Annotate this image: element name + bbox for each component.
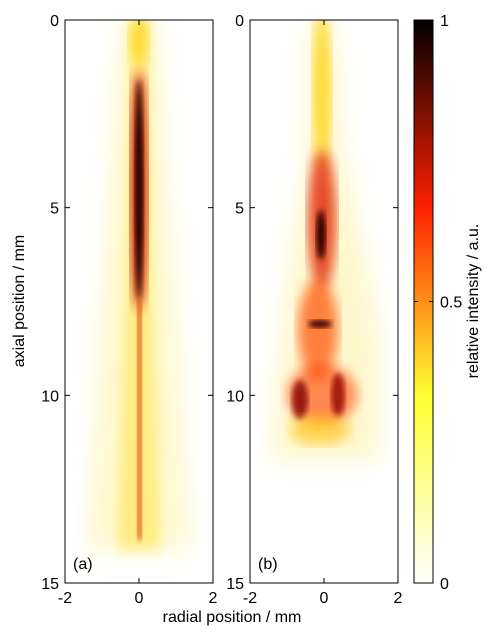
colorbar-tick-label: 0 <box>440 576 449 593</box>
y-tick-label: 0 <box>235 13 244 30</box>
heatmap-image <box>88 20 190 550</box>
y-tick-label: 15 <box>41 576 59 593</box>
y-tick-label: 10 <box>41 388 59 405</box>
panel-label: (b) <box>258 556 278 573</box>
x-tick-label: -2 <box>243 590 257 607</box>
heatmap-image <box>270 20 380 460</box>
x-tick-label: 0 <box>320 590 329 607</box>
colorbar-label: relative intensity / a.u. <box>465 224 482 379</box>
x-tick-label: 0 <box>135 590 144 607</box>
x-tick-label: -2 <box>58 590 72 607</box>
x-axis-label: radial position / mm <box>163 609 302 626</box>
y-tick-label: 5 <box>235 201 244 218</box>
y-axis-label: axial position / mm <box>11 235 28 368</box>
colorbar-tick-label: 1 <box>440 13 449 30</box>
colorbar-tick-label: 0.5 <box>440 295 462 312</box>
panel-label: (a) <box>73 556 93 573</box>
y-tick-label: 0 <box>50 13 59 30</box>
y-tick-label: 5 <box>50 201 59 218</box>
x-tick-label: 2 <box>394 590 403 607</box>
y-tick-label: 10 <box>226 388 244 405</box>
x-tick-label: 2 <box>209 590 218 607</box>
y-tick-label: 15 <box>226 576 244 593</box>
